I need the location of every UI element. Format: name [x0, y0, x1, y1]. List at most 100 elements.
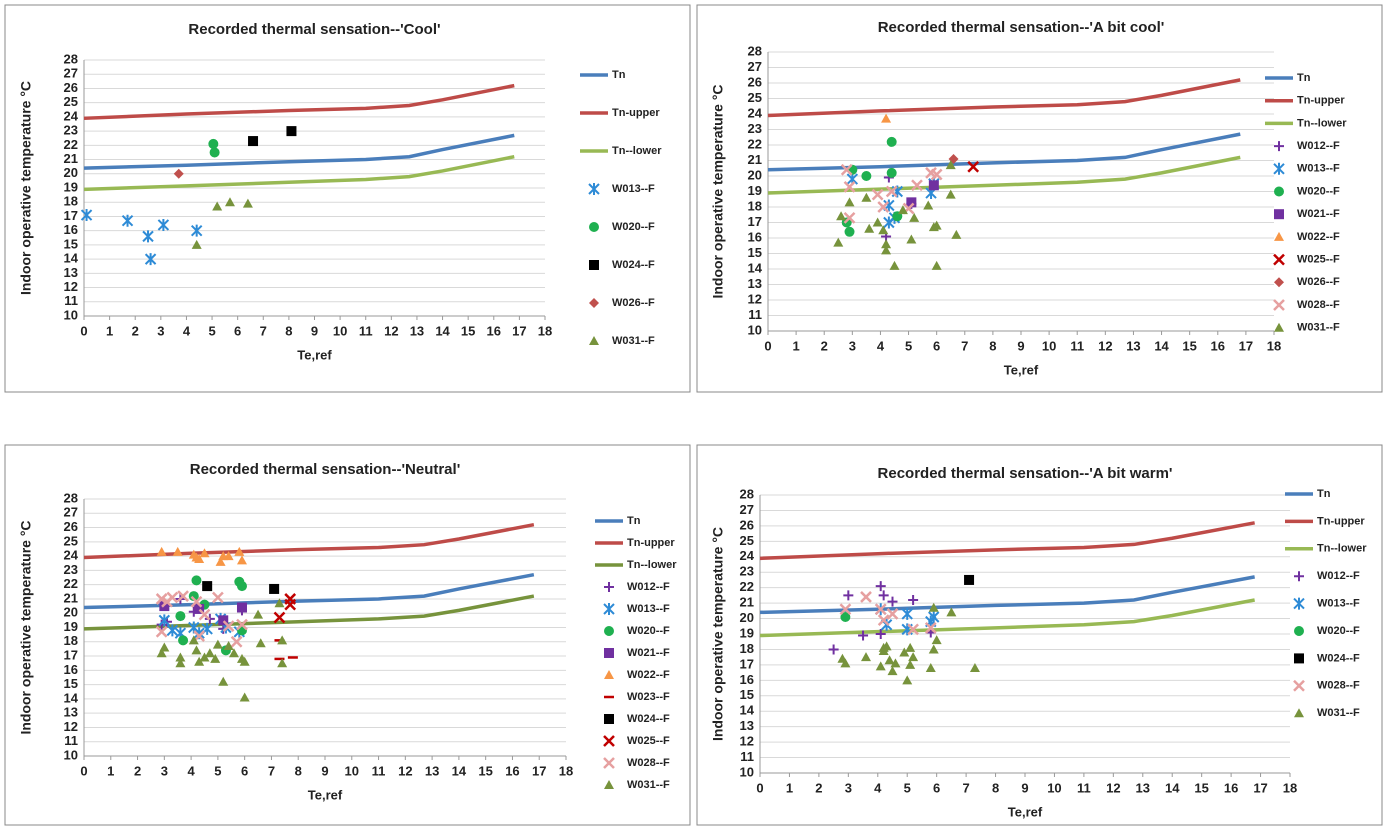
legend-label: W021--F: [1297, 208, 1340, 220]
chart-panel: Recorded thermal sensation--'A bit cool'…: [696, 4, 1383, 393]
x-axis-label: Te,ref: [1008, 804, 1043, 819]
point: [191, 239, 202, 249]
legend-label: W022--F: [627, 669, 670, 681]
y-tick-label: 26: [740, 517, 754, 532]
point: [969, 662, 980, 672]
point: [215, 556, 226, 566]
panel-frame: [4, 444, 691, 826]
legend-label: W024--F: [627, 713, 670, 725]
y-tick-label: 23: [748, 121, 762, 136]
y-tick-label: 22: [64, 576, 78, 591]
point: [878, 642, 889, 652]
x-tick-label: 4: [183, 323, 191, 338]
y-tick-label: 13: [740, 718, 754, 733]
point: [269, 583, 280, 594]
point: [928, 611, 940, 624]
point: [886, 167, 897, 178]
x-tick-label: 5: [904, 780, 911, 795]
point: [248, 136, 259, 147]
point: [875, 629, 886, 639]
x-tick-label: 1: [107, 763, 114, 778]
y-tick-label: 20: [740, 610, 754, 625]
x-tick-label: 1: [106, 323, 113, 338]
x-tick-label: 16: [487, 323, 501, 338]
x-tick-label: 5: [214, 763, 221, 778]
x-tick-label: 17: [512, 323, 526, 338]
point: [199, 652, 210, 662]
x-tick-label: 15: [1182, 338, 1196, 353]
legend-swatch: [604, 582, 614, 592]
line-series: [83, 133, 515, 170]
point: [967, 160, 980, 173]
legend-swatch: [604, 648, 614, 658]
x-tick-label: 14: [452, 763, 467, 778]
y-tick-label: 27: [740, 502, 754, 517]
y-tick-label: 23: [740, 564, 754, 579]
y-tick-label: 21: [740, 595, 754, 610]
point: [156, 546, 167, 556]
point: [945, 160, 956, 170]
point: [234, 546, 245, 556]
panel-frame: [696, 4, 1383, 393]
x-tick-label: 17: [1253, 780, 1267, 795]
x-tick-label: 15: [478, 763, 492, 778]
legend-label: W013--F: [1317, 598, 1360, 610]
x-tick-label: 6: [241, 763, 248, 778]
x-tick-label: 17: [532, 763, 546, 778]
point: [188, 591, 199, 602]
line-series: [759, 598, 1255, 638]
point: [899, 647, 910, 657]
x-tick-label: 16: [1224, 780, 1238, 795]
legend-label: Tn: [1317, 488, 1331, 500]
y-tick-label: 19: [740, 625, 754, 640]
legend-swatch: [1273, 299, 1285, 311]
point: [223, 641, 234, 651]
legend-label: W024--F: [1317, 652, 1360, 664]
point: [166, 624, 179, 637]
point: [897, 205, 908, 215]
legend-swatch: [589, 336, 599, 345]
point: [902, 675, 913, 685]
y-tick-label: 10: [64, 747, 78, 762]
point: [188, 635, 199, 645]
point: [208, 138, 219, 149]
y-tick-label: 16: [748, 229, 762, 244]
point: [889, 260, 900, 270]
x-tick-label: 11: [1070, 338, 1084, 353]
y-tick-label: 24: [64, 108, 79, 123]
point: [901, 607, 913, 620]
legend-swatch: [1294, 626, 1304, 636]
point: [173, 168, 184, 179]
point: [928, 180, 939, 191]
point: [881, 239, 892, 249]
y-tick-label: 18: [64, 633, 78, 648]
legend-swatch: [1293, 679, 1305, 692]
legend-label: W021--F: [627, 647, 670, 659]
y-tick-label: 15: [748, 245, 762, 260]
legend-label: Tn: [612, 69, 626, 81]
point: [840, 163, 853, 176]
x-tick-label: 4: [187, 763, 195, 778]
y-tick-label: 17: [748, 214, 762, 229]
point: [931, 635, 942, 645]
legend-swatch: [603, 757, 615, 769]
point: [144, 253, 157, 266]
point: [210, 653, 221, 663]
x-tick-label: 11: [1077, 780, 1091, 795]
point: [925, 662, 936, 672]
legend-label: W022--F: [1297, 231, 1340, 243]
x-tick-label: 1: [792, 338, 799, 353]
legend-label: W026--F: [1297, 276, 1340, 288]
legend-label: W025--F: [627, 735, 670, 747]
x-tick-label: 14: [1154, 338, 1169, 353]
x-tick-label: 15: [461, 323, 475, 338]
y-tick-label: 16: [740, 672, 754, 687]
x-tick-label: 6: [234, 323, 241, 338]
point: [172, 546, 183, 556]
point: [923, 200, 934, 210]
point: [908, 652, 919, 662]
y-tick-label: 25: [64, 94, 78, 109]
y-tick-label: 19: [64, 619, 78, 634]
point: [833, 237, 844, 247]
legend-swatch: [589, 260, 599, 270]
